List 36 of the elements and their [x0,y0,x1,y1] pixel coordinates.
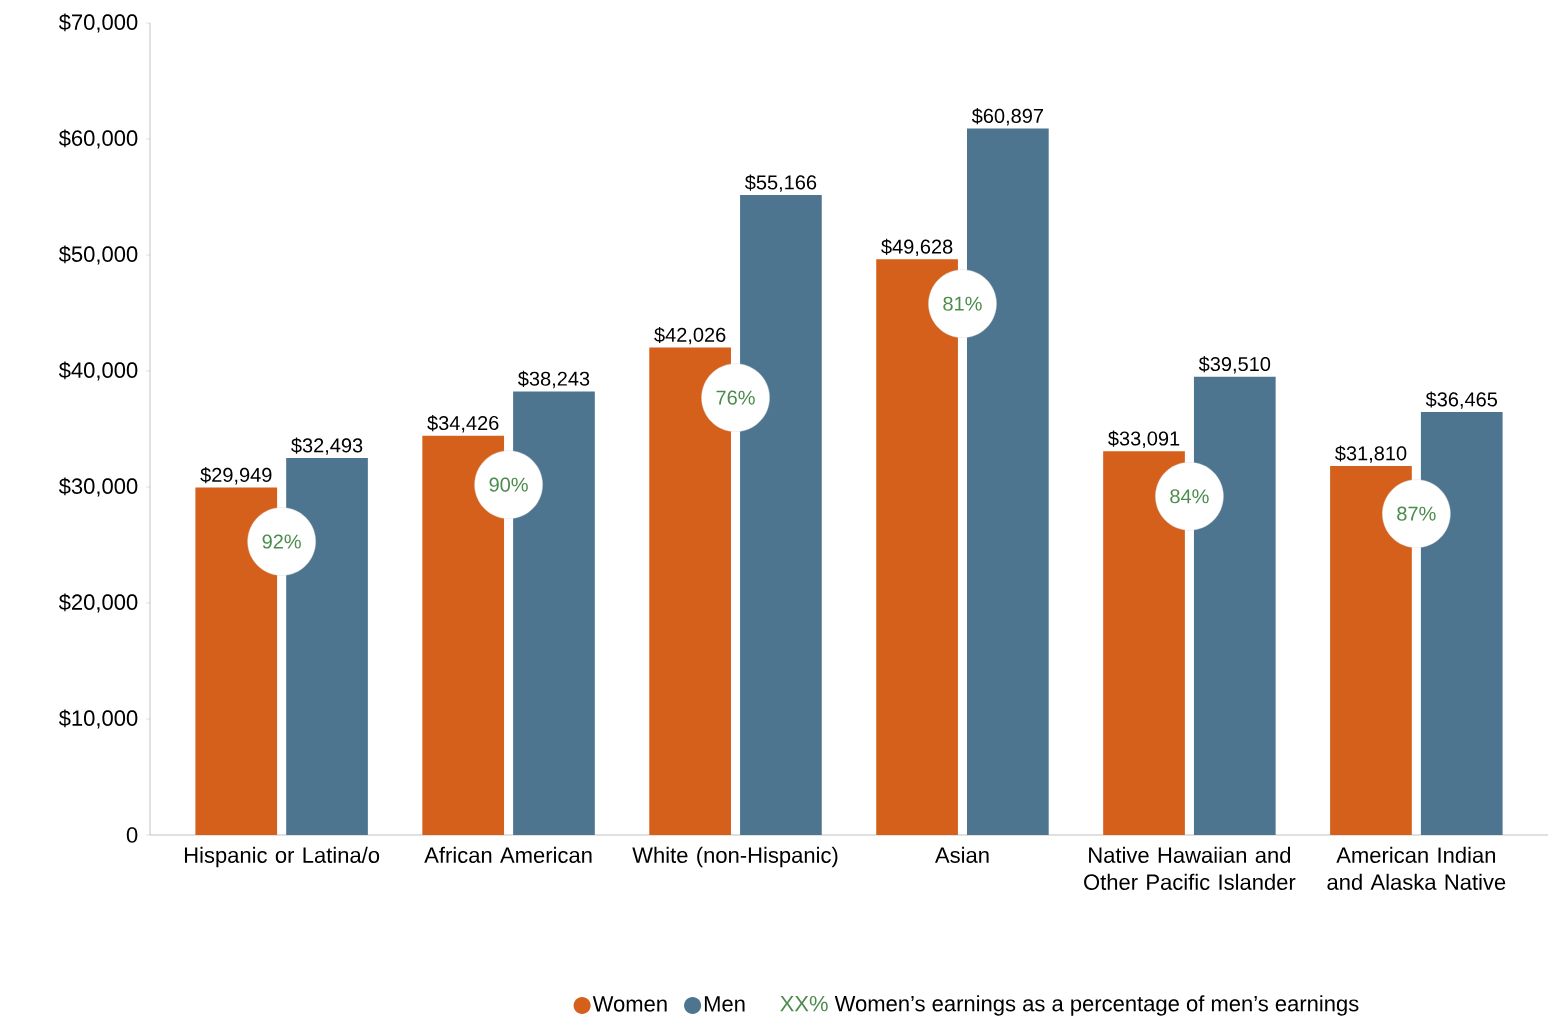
annotation: 87% [1397,506,1436,521]
text: XX% [780,995,828,1012]
data-label: $55,166 [744,174,817,192]
x-tick-label: African American [424,846,592,863]
y-tick-label: $30,000 [58,477,138,497]
annotation: 84% [1170,489,1209,504]
annotation: 90% [489,477,528,492]
data-label: $42,026 [654,326,726,345]
data-label: $36,465 [1425,391,1498,409]
y-tick-label: $60,000 [58,129,138,149]
y-tick-label: $70,000 [58,13,138,33]
annotation: 92% [262,534,301,549]
data-label: $31,810 [1335,445,1407,463]
data-label: $60,897 [971,108,1043,126]
data-label: $33,091 [1108,430,1180,448]
annotation: 81% [943,296,982,311]
data-label: $49,628 [881,238,953,257]
data-label: $34,426 [427,415,499,433]
legend-label: Men [704,996,745,1012]
y-tick-label: 0 [126,827,138,843]
x-tick-label: Hispanic or Latina/o [184,846,380,868]
legend-label: Women [592,996,667,1012]
data-label: $39,510 [1198,356,1271,374]
text: Women’s earnings as a percentage of men’s earnings [834,995,1359,1016]
annotation: 76% [716,390,755,405]
x-tick-label: Native Hawaiian and Other Pacific Islander [1084,846,1296,890]
y-tick-label: $50,000 [58,245,138,265]
y-tick-label: $40,000 [58,361,138,381]
y-tick-label: $20,000 [58,593,138,613]
data-label: $29,949 [200,467,272,485]
data-label: $32,493 [291,437,363,455]
x-tick-label: White (non-Hispanic) [632,846,838,868]
x-tick-label: American Indian and Alaska Native [1327,846,1506,890]
x-tick-label: Asian [934,846,989,863]
data-label: $38,243 [518,370,590,389]
y-tick-label: $10,000 [58,709,138,729]
